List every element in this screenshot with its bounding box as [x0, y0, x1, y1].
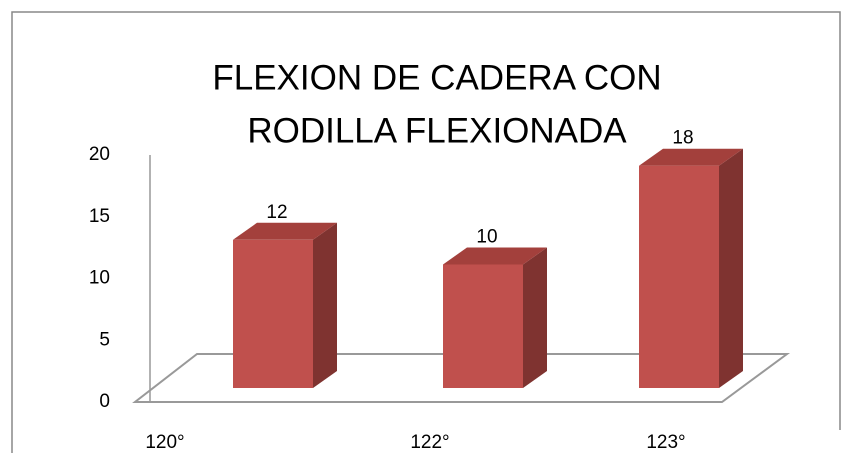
floor	[132, 353, 791, 403]
x-tick-label: 123°	[646, 432, 685, 453]
x-tick-label: 122°	[410, 432, 449, 453]
chart-title: RODILLA FLEXIONADA	[247, 111, 627, 150]
data-label: 10	[476, 227, 497, 248]
bar	[233, 239, 313, 388]
data-label: 18	[672, 128, 693, 149]
bar-side	[523, 247, 547, 388]
y-tick-label: 20	[89, 144, 110, 165]
bar-top	[443, 247, 547, 265]
x-tick-label: 120°	[145, 432, 184, 453]
data-label: 12	[266, 202, 287, 223]
bar	[443, 264, 523, 388]
y-tick-label: 15	[89, 206, 110, 227]
y-tick-label: 5	[99, 329, 110, 350]
bar-top	[639, 148, 743, 166]
chart-title: FLEXION DE CADERA CON	[212, 58, 661, 97]
bar-side	[313, 222, 337, 388]
chart-border	[11, 11, 841, 453]
bar-top	[233, 222, 337, 240]
bar-side	[719, 148, 743, 388]
y-tick-label: 10	[89, 268, 110, 289]
y-tick-label: 0	[99, 391, 110, 412]
bar	[639, 165, 719, 388]
